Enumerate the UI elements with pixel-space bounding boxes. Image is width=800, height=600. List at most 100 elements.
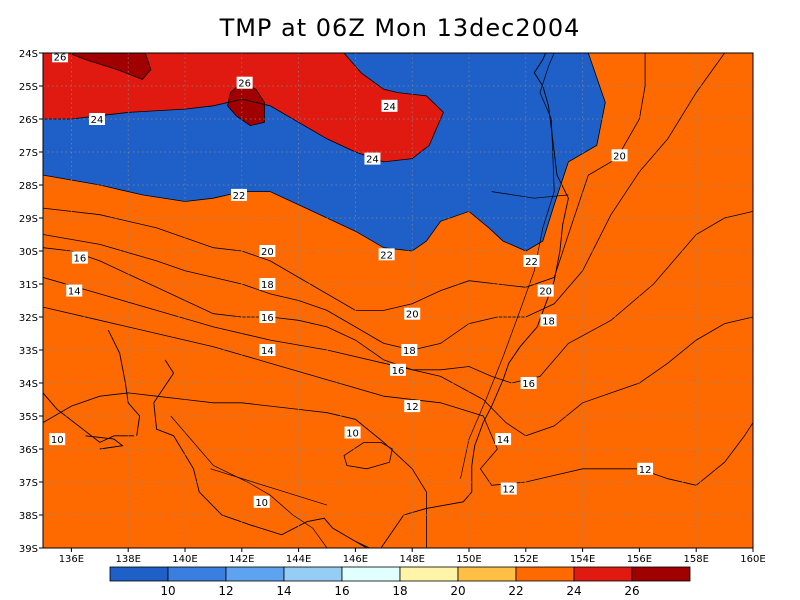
contour-label-bg: [364, 152, 381, 165]
contour-label-20: 20: [613, 151, 626, 162]
contour-label-14: 14: [497, 435, 510, 446]
contour-label-bg: [540, 314, 557, 327]
coastline: [153, 359, 370, 548]
contour-label-12: 12: [639, 465, 652, 476]
contour-line-20: [43, 53, 646, 311]
contour-line-16: [43, 211, 753, 384]
colorbar-swatch: [109, 566, 169, 582]
contour-label-16: 16: [392, 366, 405, 377]
contour-label-24: 24: [383, 102, 396, 113]
fill-above-22: [43, 53, 753, 548]
colorbar-swatch: [631, 566, 691, 582]
contour-label-16: 16: [74, 254, 87, 265]
x-tick-label: 160E: [740, 554, 765, 565]
contour-label-bg: [259, 344, 276, 356]
y-tick-label: 27S: [19, 148, 38, 159]
contour-label-22: 22: [380, 250, 393, 261]
x-tick-label: 154E: [570, 554, 595, 565]
colorbar-label: 26: [624, 584, 639, 598]
contour-label-bg: [404, 400, 421, 413]
x-tick-label: 138E: [115, 554, 140, 565]
contour-label-10: 10: [51, 435, 64, 446]
y-tick-label: 33S: [19, 346, 38, 357]
x-tick-label: 146E: [343, 554, 368, 565]
contour-lines: [43, 53, 753, 548]
fill-above-24: [43, 53, 444, 162]
contour-label-bg: [253, 495, 270, 508]
contour-label-bg: [378, 248, 395, 261]
x-tick-label: 140E: [172, 554, 197, 565]
state-border: [491, 191, 569, 199]
colorbar-swatch: [283, 566, 343, 582]
contour-line-26: [68, 53, 152, 80]
contour-label-bg: [52, 53, 69, 63]
colorbar-label: 12: [218, 584, 233, 598]
y-tick-label: 25S: [19, 82, 38, 93]
contour-line-10: [43, 392, 427, 548]
contour-label-bg: [344, 426, 361, 439]
y-tick-label: 39S: [19, 544, 38, 555]
contour-label-10: 10: [346, 429, 359, 440]
colorbar: 10 12 14 16 18 20 22 24 26: [109, 566, 691, 598]
colorbar-label: 14: [276, 584, 291, 598]
contour-label-bg: [500, 482, 517, 495]
contour-label-bg: [381, 99, 398, 112]
contour-label-22: 22: [525, 257, 538, 268]
contour-label-bg: [520, 377, 537, 389]
y-tick-label: 24S: [19, 49, 38, 60]
contour-label-24: 24: [91, 115, 104, 126]
contour-label-14: 14: [68, 287, 81, 298]
y-tick-label: 34S: [19, 379, 38, 390]
contour-label-20: 20: [406, 310, 419, 321]
contour-label-14: 14: [261, 346, 274, 357]
plot-frame: [42, 52, 754, 549]
coastline: [43, 392, 134, 443]
contour-labels: 10 10 10 12 12 12 14 14 14 16 16 16 16 18 18 18 20 20 20 20…: [49, 53, 654, 509]
contour-label-bg: [404, 307, 421, 320]
contour-label-12: 12: [502, 485, 515, 496]
colorbar-label: 16: [334, 584, 349, 598]
lat-lon-grid: [43, 53, 753, 548]
contour-label-bg: [537, 284, 554, 297]
y-tick-label: 28S: [19, 181, 38, 192]
x-tick-label: 158E: [683, 554, 708, 565]
colorbar-swatch: [399, 566, 459, 582]
coastline: [355, 541, 368, 548]
y-tick-label: 26S: [19, 115, 38, 126]
x-tick-label: 144E: [286, 554, 311, 565]
contour-line-24: [43, 53, 444, 163]
contour-line-14: [43, 277, 753, 437]
contour-label-bg: [401, 344, 418, 356]
fill-above-26: [227, 82, 265, 126]
contour-line-12: [43, 306, 753, 486]
contour-label-bg: [611, 149, 628, 162]
state-border: [210, 468, 328, 506]
coastline: [107, 330, 141, 436]
y-axis-ticks: 24S 25S 26S 27S 28S 29S 30S 31S 32S 33S 34S 35S 36S 3…: [19, 49, 43, 555]
contour-label-20: 20: [261, 247, 274, 258]
contour-label-18: 18: [542, 316, 555, 327]
state-border: [170, 415, 328, 548]
contour-label-20: 20: [539, 287, 552, 298]
contour-label-bg: [637, 462, 654, 475]
state-border: [460, 53, 555, 479]
colorbar-swatch: [167, 566, 227, 582]
y-tick-label: 31S: [19, 280, 38, 291]
x-tick-label: 142E: [229, 554, 254, 565]
colorbar-swatch: [341, 566, 401, 582]
contour-label-16: 16: [261, 313, 274, 324]
x-axis-ticks: 136E 138E 140E 142E 144E 146E 148E 150E 152E 154E…: [59, 548, 766, 565]
contour-label-bg: [259, 278, 276, 290]
contour-label-bg: [495, 433, 512, 446]
x-tick-label: 152E: [513, 554, 538, 565]
contour-line-22: [43, 53, 606, 252]
x-tick-label: 150E: [456, 554, 481, 565]
y-tick-label: 29S: [19, 214, 38, 225]
contour-label-12: 12: [406, 402, 419, 413]
colorbar-swatch: [225, 566, 285, 582]
colorbar-swatch: [573, 566, 633, 582]
contour-label-bg: [71, 251, 88, 264]
contour-label-bg: [390, 363, 406, 376]
chart-title: TMP at 06Z Mon 13dec2004: [219, 14, 581, 42]
